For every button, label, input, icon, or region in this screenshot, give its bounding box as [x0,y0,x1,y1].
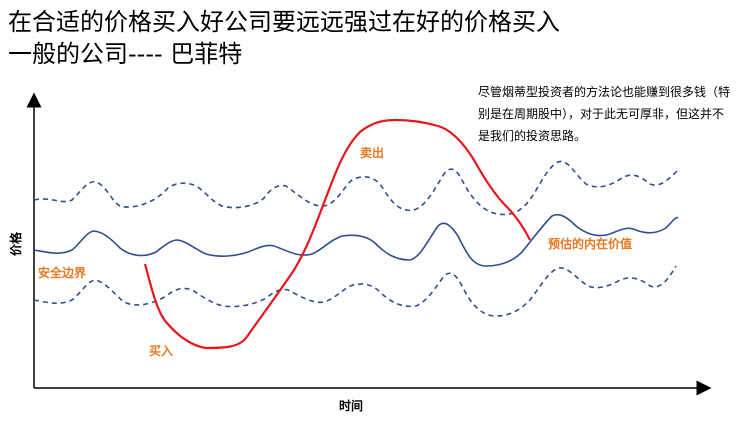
side-note: 尽管烟蒂型投资者的方法论也能赚到很多钱（特别是在周期股中），对于此无可厚非，但这… [478,85,731,143]
trade-path [143,118,531,350]
lower-margin-band [33,265,677,317]
title-line-1: 在合适的价格买入好公司要远远强过在好的价格买入 [8,8,560,36]
title-line-2: 一般的公司---- 巴菲特 [8,40,243,68]
y-axis-label: 价格 [8,231,23,256]
sell-label: 卖出 [360,145,384,160]
buy-label: 买入 [149,344,173,358]
x-axis-label: 时间 [339,398,363,413]
safety-margin-label: 安全边界 [38,265,86,280]
intrinsic-value-label: 预估的内在价值 [548,236,632,251]
intrinsic-value-line [33,213,679,267]
upper-margin-band [33,160,679,216]
page-title: 在合适的价格买入好公司要远远强过在好的价格买入 一般的公司---- 巴菲特 [8,6,728,70]
